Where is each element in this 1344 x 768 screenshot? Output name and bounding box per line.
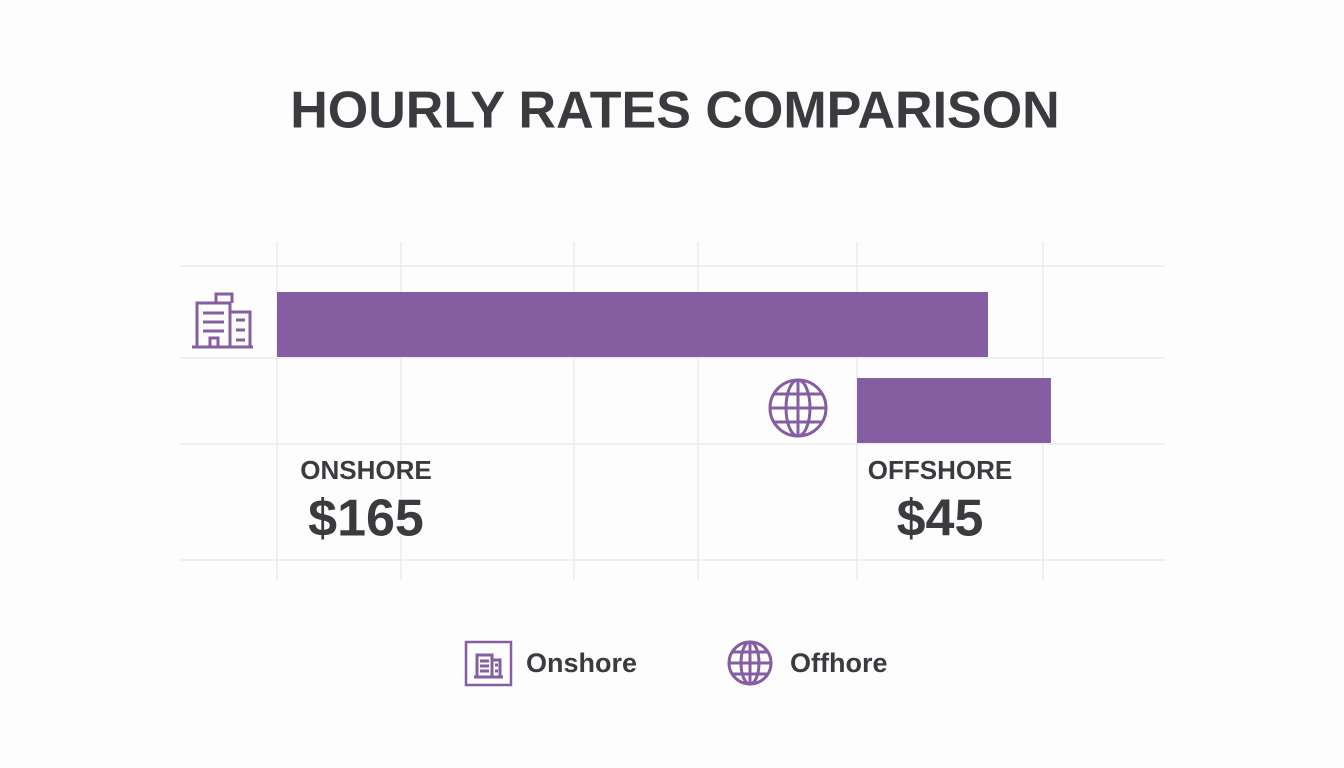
category-label: ONSHORE [300, 455, 431, 485]
value-label: $165 [308, 490, 424, 548]
value-label: $45 [897, 490, 984, 548]
legend-swatch [464, 640, 513, 687]
legend-label: Onshore [526, 648, 637, 678]
bar [277, 292, 988, 357]
building-icon [192, 292, 253, 349]
legend: Onshore Offhore [464, 640, 888, 687]
globe-icon [768, 378, 828, 438]
legend-icon [727, 640, 773, 686]
chart-title: HOURLY RATES COMPARISON [290, 82, 1060, 140]
legend-label: Offhore [790, 648, 888, 678]
legend-icon [474, 653, 503, 679]
category-label: OFFSHORE [868, 455, 1012, 485]
bar [857, 378, 1051, 443]
